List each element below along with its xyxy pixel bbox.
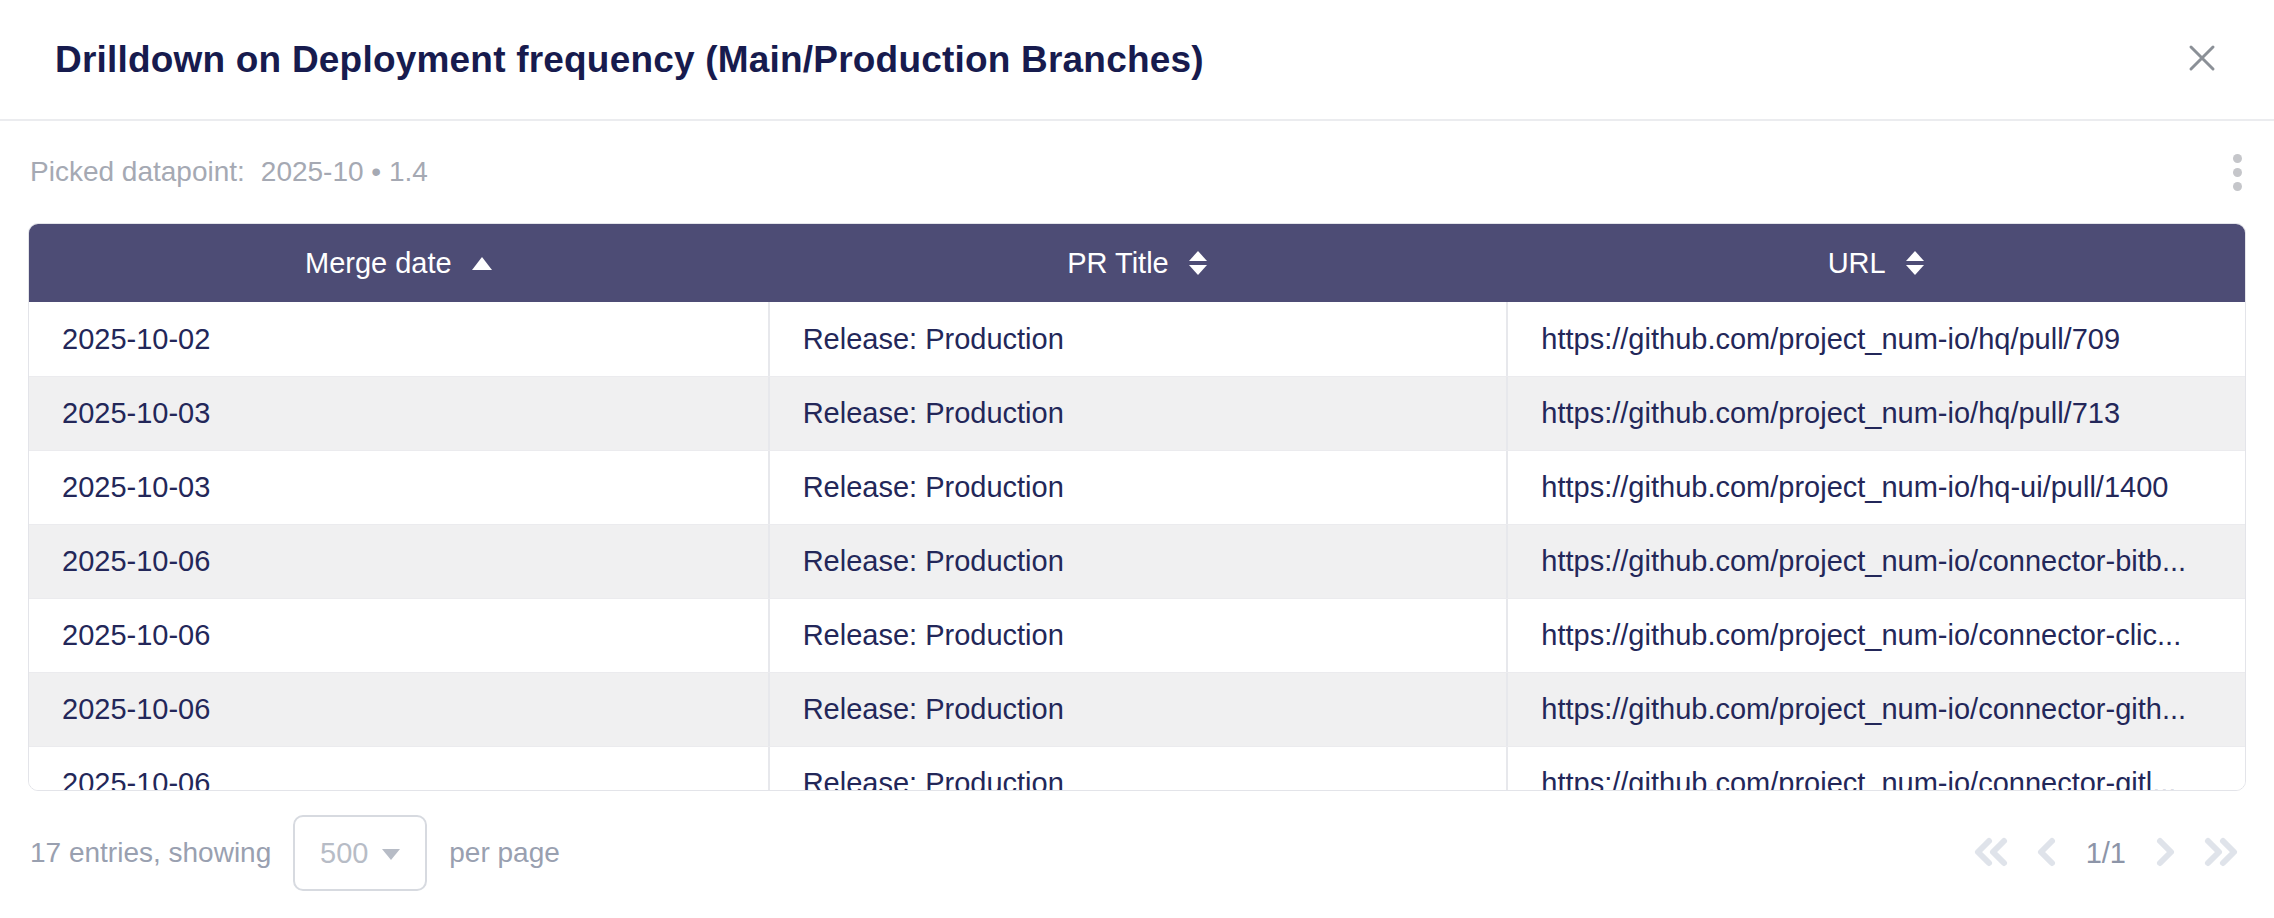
cell-merge-date: 2025-10-06 — [29, 599, 768, 672]
last-page-button[interactable] — [2200, 834, 2242, 873]
cell-url: https://github.com/project_num-io/hq/pul… — [1506, 377, 2245, 450]
pagination: 1/1 — [1970, 834, 2242, 873]
cell-merge-date: 2025-10-06 — [29, 747, 768, 791]
cell-url: https://github.com/project_num-io/connec… — [1506, 599, 2245, 672]
cell-merge-date: 2025-10-03 — [29, 377, 768, 450]
sort-both-icon — [1189, 251, 1207, 275]
column-header-label: URL — [1828, 247, 1886, 280]
page-size-select[interactable]: 500 — [293, 815, 427, 891]
table-row: 2025-10-06 Release: Production https://g… — [29, 598, 2245, 672]
cell-merge-date: 2025-10-06 — [29, 525, 768, 598]
cell-merge-date: 2025-10-03 — [29, 451, 768, 524]
column-header-label: Merge date — [305, 247, 452, 280]
table-row: 2025-10-06 Release: Production https://g… — [29, 746, 2245, 791]
page-size-value: 500 — [320, 837, 368, 870]
first-page-button[interactable] — [1970, 834, 2012, 873]
chevron-right-icon — [2154, 836, 2176, 871]
cell-url: https://github.com/project_num-io/connec… — [1506, 673, 2245, 746]
cell-merge-date: 2025-10-06 — [29, 673, 768, 746]
chevron-left-icon — [2036, 836, 2058, 871]
cell-pr-title: Release: Production — [768, 673, 1507, 746]
cell-url: https://github.com/project_num-io/connec… — [1506, 747, 2245, 791]
per-page-text: per page — [449, 837, 560, 869]
cell-pr-title: Release: Production — [768, 599, 1507, 672]
chevron-down-icon — [382, 849, 400, 860]
sort-both-icon — [1906, 251, 1924, 275]
double-chevron-right-icon — [2202, 836, 2240, 871]
picked-datapoint-label: Picked datapoint: — [30, 156, 245, 188]
column-header-merge-date[interactable]: Merge date — [29, 224, 768, 302]
table-row: 2025-10-03 Release: Production https://g… — [29, 450, 2245, 524]
table-row: 2025-10-02 Release: Production https://g… — [29, 302, 2245, 376]
cell-pr-title: Release: Production — [768, 747, 1507, 791]
previous-page-button[interactable] — [2034, 834, 2060, 873]
sort-ascending-icon — [472, 257, 492, 270]
next-page-button[interactable] — [2152, 834, 2178, 873]
cell-url: https://github.com/project_num-io/connec… — [1506, 525, 2245, 598]
modal-header: Drilldown on Deployment frequency (Main/… — [0, 0, 2274, 121]
meta-row: Picked datapoint: 2025-10 • 1.4 — [0, 121, 2274, 223]
entries-count-text: 17 entries, showing — [30, 837, 271, 869]
column-header-url[interactable]: URL — [1506, 224, 2245, 302]
picked-datapoint: Picked datapoint: 2025-10 • 1.4 — [30, 156, 428, 188]
table-row: 2025-10-03 Release: Production https://g… — [29, 376, 2245, 450]
table-row: 2025-10-06 Release: Production https://g… — [29, 672, 2245, 746]
close-icon — [2185, 41, 2219, 78]
table-row: 2025-10-06 Release: Production https://g… — [29, 524, 2245, 598]
column-header-label: PR Title — [1067, 247, 1169, 280]
table-footer: 17 entries, showing 500 per page 1/1 — [0, 791, 2274, 915]
cell-merge-date: 2025-10-02 — [29, 302, 768, 376]
cell-pr-title: Release: Production — [768, 451, 1507, 524]
cell-pr-title: Release: Production — [768, 525, 1507, 598]
picked-datapoint-value: 2025-10 • 1.4 — [261, 156, 428, 188]
cell-url: https://github.com/project_num-io/hq/pul… — [1506, 302, 2245, 376]
table-header-row: Merge date PR Title URL — [29, 224, 2245, 302]
cell-url: https://github.com/project_num-io/hq-ui/… — [1506, 451, 2245, 524]
page-indicator: 1/1 — [2082, 837, 2130, 870]
kebab-menu-icon — [2233, 154, 2242, 191]
cell-pr-title: Release: Production — [768, 302, 1507, 376]
cell-pr-title: Release: Production — [768, 377, 1507, 450]
drilldown-table: Merge date PR Title URL 2025-10-02 Relea… — [28, 223, 2246, 791]
modal-title: Drilldown on Deployment frequency (Main/… — [55, 39, 1204, 81]
double-chevron-left-icon — [1972, 836, 2010, 871]
column-header-pr-title[interactable]: PR Title — [768, 224, 1507, 302]
kebab-menu-button[interactable] — [2229, 148, 2246, 197]
close-button[interactable] — [2180, 38, 2224, 82]
